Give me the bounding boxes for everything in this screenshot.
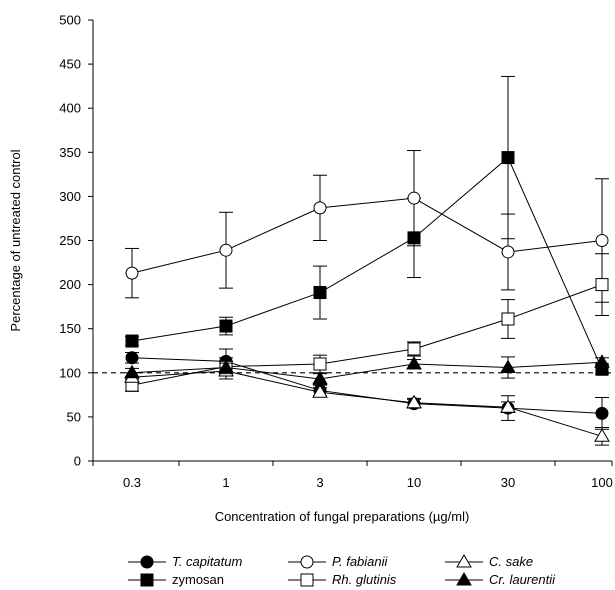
data-point	[595, 234, 609, 247]
data-point	[219, 243, 233, 257]
data-point	[313, 357, 327, 371]
legend-item: C. sake	[445, 554, 533, 569]
legend-label: zymosan	[172, 572, 224, 587]
data-point	[218, 359, 234, 374]
series-c-sake	[124, 362, 610, 446]
x-axis-title: Concentration of fungal preparations (µg…	[215, 509, 470, 524]
data-point	[219, 319, 233, 333]
series-p-fabianii	[125, 150, 609, 303]
y-tick-label: 100	[59, 365, 81, 380]
data-point	[124, 364, 140, 379]
y-tick-label: 50	[67, 409, 81, 424]
legend-item: P. fabianii	[288, 554, 389, 569]
data-point	[313, 201, 327, 215]
y-tick-label: 150	[59, 321, 81, 336]
data-point	[595, 278, 609, 292]
y-tick-label: 250	[59, 233, 81, 248]
x-tick-label: 3	[316, 475, 323, 490]
data-point	[594, 354, 610, 368]
x-tick-label: 10	[407, 475, 421, 490]
series-rh-glutinis	[125, 253, 609, 392]
legend-item: Rh. glutinis	[288, 572, 397, 587]
data-point	[125, 351, 139, 365]
data-point	[125, 334, 139, 348]
data-point	[312, 370, 328, 385]
legend-label: Cr. laurentii	[489, 572, 556, 587]
data-point	[312, 384, 328, 398]
legend-label: C. sake	[489, 554, 533, 569]
series-cr-laurentii	[124, 354, 610, 385]
data-point	[501, 151, 515, 165]
series-line	[131, 361, 603, 380]
series-line	[131, 284, 603, 386]
data-point	[501, 312, 515, 326]
series-t-capitatum	[125, 348, 609, 430]
data-point	[407, 342, 421, 356]
data-point	[406, 355, 422, 370]
legend-marker	[300, 555, 314, 569]
series-line	[131, 370, 603, 437]
legend-marker	[300, 573, 314, 587]
x-tick-label: 0.3	[123, 475, 141, 490]
legend: T. capitatum P. fabianii C. sake zymosan Rh.…	[128, 554, 556, 587]
series-zymosan	[125, 75, 609, 376]
y-tick-label: 500	[59, 13, 81, 28]
series-line	[131, 156, 603, 370]
data-point	[500, 359, 516, 374]
x-tick-label: 1	[222, 475, 229, 490]
y-axis-title: Percentage of untreated control	[8, 149, 23, 331]
legend-marker	[456, 554, 472, 568]
y-tick-label: 300	[59, 189, 81, 204]
series-group	[124, 75, 610, 446]
y-tick-label: 350	[59, 145, 81, 160]
x-tick-label: 100	[591, 475, 613, 490]
y-tick-label: 0	[74, 454, 81, 469]
data-point	[406, 394, 422, 409]
x-tick-label: 30	[501, 475, 515, 490]
y-tick-label: 200	[59, 277, 81, 292]
data-point	[501, 245, 515, 259]
legend-marker	[140, 555, 154, 569]
legend-item: zymosan	[128, 572, 224, 587]
data-point	[594, 428, 610, 442]
data-point	[313, 286, 327, 300]
data-point	[500, 399, 516, 413]
axes: 0 50 100 150 200 250 300 350 400 450 500 0.3 1 3 10 30 1…	[59, 13, 613, 491]
data-point	[407, 191, 421, 205]
legend-marker	[456, 572, 472, 586]
series-line	[131, 197, 603, 274]
legend-label: T. capitatum	[172, 554, 243, 569]
legend-item: Cr. laurentii	[445, 572, 556, 587]
y-tick-label: 450	[59, 57, 81, 72]
legend-label: P. fabianii	[332, 554, 389, 569]
data-point	[595, 406, 609, 420]
legend-label: Rh. glutinis	[332, 572, 397, 587]
legend-item: T. capitatum	[128, 554, 243, 569]
legend-marker	[140, 573, 154, 587]
y-tick-label: 400	[59, 101, 81, 116]
data-point	[125, 266, 139, 280]
